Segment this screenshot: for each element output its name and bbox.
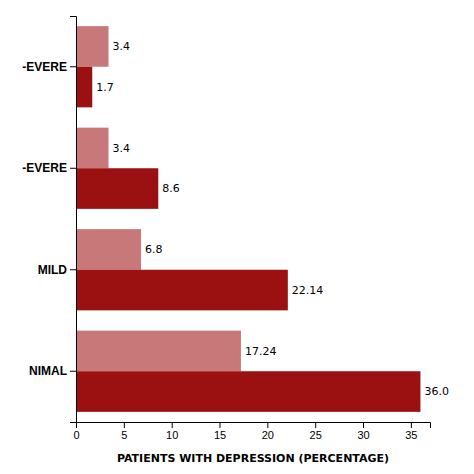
- x-tick-label: 10: [166, 429, 178, 441]
- data-label: 8.6: [162, 182, 180, 195]
- bar: [76, 128, 109, 169]
- x-axis: 0 5 10 15 20 25 30 35: [73, 422, 430, 441]
- data-label: 6.8: [145, 243, 163, 256]
- x-tick: 25: [310, 422, 322, 441]
- data-labels: 3.4 3.4 6.8 17.24 1.7 8.6 22.14 36.0: [96, 40, 449, 398]
- data-label: 3.4: [113, 142, 131, 155]
- x-tick-label: 35: [405, 429, 417, 441]
- y-axis: -EVERE -EVERE MILD NIMAL: [22, 17, 76, 423]
- x-tick: 35: [405, 422, 417, 441]
- bar: [76, 270, 288, 311]
- y-axis-line: [70, 17, 77, 423]
- x-tick-mark: [172, 422, 173, 428]
- x-tick: 15: [214, 422, 226, 441]
- y-tick-label: MILD: [38, 263, 68, 277]
- x-tick: 30: [357, 422, 369, 441]
- bars: [76, 26, 420, 412]
- data-label: 1.7: [96, 81, 114, 94]
- x-tick-mark: [363, 422, 364, 428]
- y-tick: -EVERE: [22, 161, 76, 175]
- y-tick-label: -EVERE: [22, 60, 67, 74]
- x-axis-title: PATIENTS WITH DEPRESSION (PERCENTAGE): [117, 452, 389, 465]
- y-tick-mark: [70, 66, 76, 67]
- y-tick: MILD: [38, 263, 76, 277]
- plot: 3.4 3.4 6.8 17.24 1.7 8.6 22.14 36.0 0 5 10 15 20 25 3…: [22, 17, 449, 441]
- x-axis-line: [77, 423, 431, 429]
- bar: [76, 168, 158, 209]
- bar: [76, 26, 109, 67]
- y-tick: NIMAL: [29, 364, 76, 378]
- x-tick: 20: [262, 422, 274, 441]
- y-tick-mark: [70, 168, 76, 169]
- x-tick-mark: [124, 422, 125, 428]
- bar: [76, 67, 92, 108]
- data-label: 36.0: [424, 385, 449, 398]
- y-tick-label: -EVERE: [22, 161, 67, 175]
- x-tick-mark: [315, 422, 316, 428]
- data-label: 22.14: [292, 284, 324, 297]
- x-tick-label: 5: [121, 429, 127, 441]
- data-label: 3.4: [113, 40, 131, 53]
- x-tick: 5: [121, 422, 127, 441]
- x-tick-mark: [411, 422, 412, 428]
- x-tick-label: 0: [73, 429, 79, 441]
- x-tick-label: 30: [357, 429, 369, 441]
- y-tick: -EVERE: [22, 60, 76, 74]
- x-tick-mark: [220, 422, 221, 428]
- y-tick-mark: [70, 269, 76, 270]
- x-tick-label: 25: [310, 429, 322, 441]
- x-tick-mark: [267, 422, 268, 428]
- bar: [76, 331, 241, 372]
- x-tick: 10: [166, 422, 178, 441]
- x-tick: 0: [73, 422, 79, 441]
- data-label: 17.24: [245, 345, 277, 358]
- chart: 3.4 3.4 6.8 17.24 1.7 8.6 22.14 36.0 0 5 10 15 20 25 3…: [0, 0, 474, 474]
- y-tick-mark: [70, 371, 76, 372]
- y-tick-label: NIMAL: [29, 364, 67, 378]
- bar: [76, 229, 141, 270]
- x-tick-label: 20: [262, 429, 274, 441]
- x-tick-label: 15: [214, 429, 226, 441]
- bar: [76, 371, 420, 412]
